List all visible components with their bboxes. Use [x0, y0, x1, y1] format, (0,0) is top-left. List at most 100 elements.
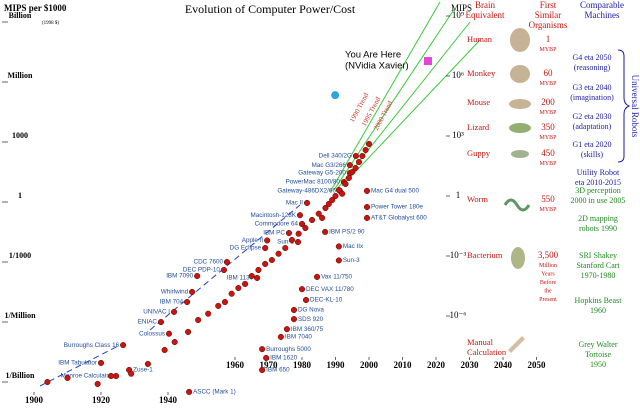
data-point — [342, 180, 349, 188]
x-tick-label: 1920 — [92, 395, 111, 405]
data-point — [345, 174, 352, 181]
y2-tick-label: 10⁶ — [452, 70, 464, 80]
point-label: Burroughs 5000 — [266, 346, 311, 353]
data-point — [221, 298, 228, 306]
worm-icon — [503, 198, 531, 212]
x-tick-label: 1970 — [260, 360, 279, 370]
point-label: IBM 704 — [160, 299, 184, 306]
y2-tick-label: 10⁹ — [452, 10, 464, 20]
machine-label: (reasoning) — [574, 63, 611, 72]
data-point — [283, 326, 290, 333]
point-label: Dell 340/2G — [319, 153, 352, 160]
organism-age: the — [544, 288, 552, 294]
point-label: DEC-KL-10 — [310, 297, 343, 304]
organism-age: MYBP — [539, 161, 557, 167]
x-tick-label: 2000 — [360, 360, 379, 370]
point-label: IBM 1130 — [227, 275, 254, 282]
machine-label: G4 eta 2050 — [572, 53, 611, 62]
x-tick-label: 1940 — [159, 395, 178, 405]
organism-age: Years — [541, 271, 555, 277]
organism-age: MYBP — [539, 110, 557, 116]
highlight-point — [423, 57, 432, 66]
organism-name: Guppy — [467, 148, 491, 158]
y-tick-label: Billion — [9, 11, 32, 20]
data-point — [302, 224, 309, 232]
guppy-icon — [511, 150, 529, 158]
data-point — [161, 346, 168, 354]
trend-line — [333, 7, 456, 191]
y-tick-label: 1 — [18, 191, 22, 200]
organism-age: MYBP — [539, 81, 557, 87]
point-label: Macintosh-128K — [250, 212, 296, 219]
vertical-label: Universal Robots — [630, 75, 640, 138]
machine-label: 3D perception — [575, 186, 621, 195]
data-point — [303, 199, 311, 206]
data-point — [194, 272, 201, 280]
data-point — [322, 228, 329, 235]
manual-label: Manual — [467, 337, 494, 347]
data-point — [352, 152, 359, 160]
point-label: PowerMac 8100/80 — [286, 179, 341, 186]
machine-label: Utility Robot — [577, 168, 620, 177]
y-tick-label: 1/Million — [4, 311, 36, 320]
data-point — [315, 210, 322, 217]
data-point — [120, 342, 127, 349]
organism-age: 200 — [541, 97, 555, 107]
data-point — [64, 374, 71, 381]
x-tick-label: 2040 — [494, 360, 513, 370]
point-label: Burroughs Class 16 — [64, 342, 120, 349]
data-point — [165, 330, 173, 337]
machine-label: Stanford Cart — [576, 261, 620, 270]
data-point — [362, 146, 369, 154]
data-point — [144, 360, 151, 368]
machine-label: Tortoise — [585, 350, 612, 359]
data-point — [171, 338, 178, 346]
data-point — [113, 372, 120, 380]
y2-tick-label: 10⁻⁶ — [450, 310, 467, 320]
y-axis-note: (1998 $) — [42, 21, 59, 26]
chart-title: Evolution of Computer Power/Cost — [185, 2, 356, 16]
point-label: Vax 11/750 — [321, 274, 352, 281]
point-label: UNIVAC I — [143, 309, 170, 316]
data-point — [264, 237, 271, 244]
organism-age: MYBP — [539, 47, 557, 53]
organism-name: Monkey — [467, 68, 496, 78]
data-point — [319, 214, 326, 221]
trend-line — [341, 39, 481, 187]
point-label: Power Tower 180e — [371, 204, 424, 211]
data-point — [355, 158, 363, 166]
data-point — [259, 346, 266, 353]
y-axis-title: MIPS per $1000 — [4, 3, 67, 13]
point-label: Zuse-1 — [133, 367, 153, 374]
data-point — [248, 272, 255, 280]
machine-label: eta 2010-2015 — [575, 178, 621, 187]
x-tick-label: 1980 — [293, 360, 312, 370]
data-point — [263, 354, 270, 361]
y-tick-label: Million — [8, 71, 33, 80]
column-header: First — [540, 0, 557, 10]
point-label: IBM Tabulator — [58, 360, 97, 367]
data-point — [346, 162, 353, 169]
organism-age: 3,500 — [538, 250, 559, 260]
data-point — [185, 328, 192, 335]
data-point — [294, 238, 302, 246]
data-point — [329, 196, 336, 204]
data-point — [262, 244, 269, 252]
point-label: Mac G4 dual 500 — [371, 188, 419, 195]
point-label: Monroe Calculator — [61, 373, 112, 380]
point-label: DG Nova — [298, 307, 324, 314]
human-icon — [510, 28, 530, 52]
data-point — [298, 220, 306, 228]
point-label: IBM 7090 — [166, 273, 193, 280]
point-label: Mac II — [286, 200, 303, 207]
y-tick-label: 1/1000 — [9, 251, 31, 260]
organism-age: MYBP — [539, 207, 557, 213]
organism-icons — [503, 28, 531, 353]
data-point — [296, 212, 304, 219]
data-point — [335, 243, 342, 250]
point-label: Colossus — [139, 330, 165, 337]
data-point — [363, 204, 371, 211]
data-point — [290, 306, 298, 314]
data-point — [223, 258, 231, 266]
